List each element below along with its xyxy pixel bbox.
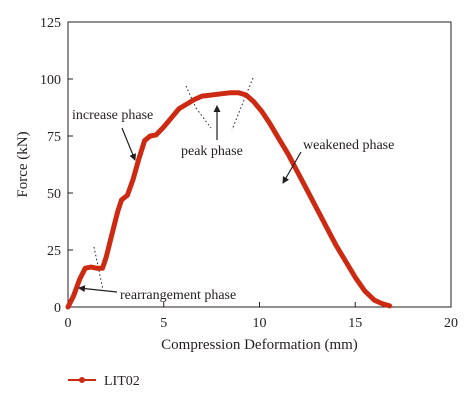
data-point bbox=[305, 189, 309, 193]
data-point bbox=[100, 266, 104, 270]
data-point bbox=[148, 134, 152, 138]
y-tick-label: 0 bbox=[54, 301, 61, 316]
series-line-lit02 bbox=[65, 90, 393, 310]
data-point bbox=[363, 289, 367, 293]
phase-guide-lines bbox=[93, 77, 254, 291]
data-point bbox=[244, 93, 248, 97]
data-point bbox=[315, 207, 319, 211]
data-point bbox=[125, 193, 129, 197]
plot-frame bbox=[67, 21, 452, 308]
data-point bbox=[210, 93, 214, 97]
data-point bbox=[259, 109, 263, 113]
peak-guide-line-right-2 bbox=[231, 99, 245, 131]
data-point bbox=[372, 298, 376, 302]
series-points bbox=[66, 91, 392, 309]
data-point bbox=[277, 136, 281, 140]
x-tick-label: 20 bbox=[444, 316, 458, 331]
x-tick-label: 5 bbox=[160, 316, 167, 331]
data-point bbox=[116, 209, 120, 213]
data-point bbox=[83, 266, 87, 270]
data-point bbox=[353, 275, 357, 279]
annotation-increase-phase: increase phase bbox=[72, 108, 153, 123]
y-tick-label: 125 bbox=[40, 16, 61, 31]
rearrangement-guide-line bbox=[93, 246, 104, 291]
data-point bbox=[296, 170, 300, 174]
peak-guide-line-left-2 bbox=[195, 107, 212, 129]
y-tick-label: 100 bbox=[40, 73, 61, 88]
data-point bbox=[185, 102, 189, 106]
data-point bbox=[252, 100, 256, 104]
data-point bbox=[110, 232, 114, 236]
data-point bbox=[380, 302, 384, 306]
x-axis-ticks: 0 5 10 15 20 bbox=[65, 302, 458, 331]
data-point bbox=[334, 243, 338, 247]
weakened-phase-arrow bbox=[282, 151, 302, 184]
annotation-weakened-phase: weakened phase bbox=[303, 138, 394, 153]
data-point bbox=[131, 177, 135, 181]
data-point bbox=[236, 91, 240, 95]
data-point bbox=[169, 116, 173, 120]
legend: LIT02 bbox=[68, 374, 140, 389]
data-point bbox=[388, 304, 392, 308]
data-point bbox=[89, 265, 93, 269]
data-point bbox=[325, 225, 329, 229]
annotation-rearrangement-phase: rearrangement phase bbox=[120, 288, 236, 303]
y-tick-label: 25 bbox=[47, 244, 61, 259]
y-axis-title: Force (kN) bbox=[15, 131, 31, 197]
data-point bbox=[143, 139, 147, 143]
data-point bbox=[120, 198, 124, 202]
x-tick-label: 10 bbox=[253, 316, 267, 331]
increase-phase-arrow bbox=[121, 127, 136, 161]
peak-guide-line-left-1 bbox=[185, 85, 197, 109]
data-point bbox=[154, 133, 158, 137]
x-tick-label: 0 bbox=[65, 316, 72, 331]
x-tick-label: 15 bbox=[348, 316, 362, 331]
data-point bbox=[286, 152, 290, 156]
data-point bbox=[267, 120, 271, 124]
rearrangement-phase-arrow bbox=[78, 285, 118, 293]
data-point bbox=[66, 305, 70, 309]
data-point bbox=[77, 278, 81, 282]
annotation-peak-phase: peak phase bbox=[181, 144, 243, 159]
y-tick-label: 50 bbox=[47, 187, 61, 202]
data-point bbox=[229, 91, 233, 95]
legend-label: LIT02 bbox=[104, 374, 140, 389]
data-point bbox=[137, 157, 141, 161]
data-point bbox=[104, 255, 108, 259]
data-point bbox=[177, 107, 181, 111]
data-point bbox=[219, 92, 223, 96]
y-tick-label: 75 bbox=[47, 130, 61, 145]
data-point bbox=[162, 125, 166, 129]
data-point bbox=[344, 259, 348, 263]
x-axis-title: Compression Deformation (mm) bbox=[161, 337, 358, 353]
data-point bbox=[200, 94, 204, 98]
data-point bbox=[95, 266, 99, 270]
y-axis-ticks: 0 25 50 75 100 125 bbox=[40, 16, 73, 316]
legend-swatch-marker bbox=[79, 377, 85, 383]
data-point bbox=[72, 294, 76, 298]
data-point bbox=[192, 98, 196, 102]
